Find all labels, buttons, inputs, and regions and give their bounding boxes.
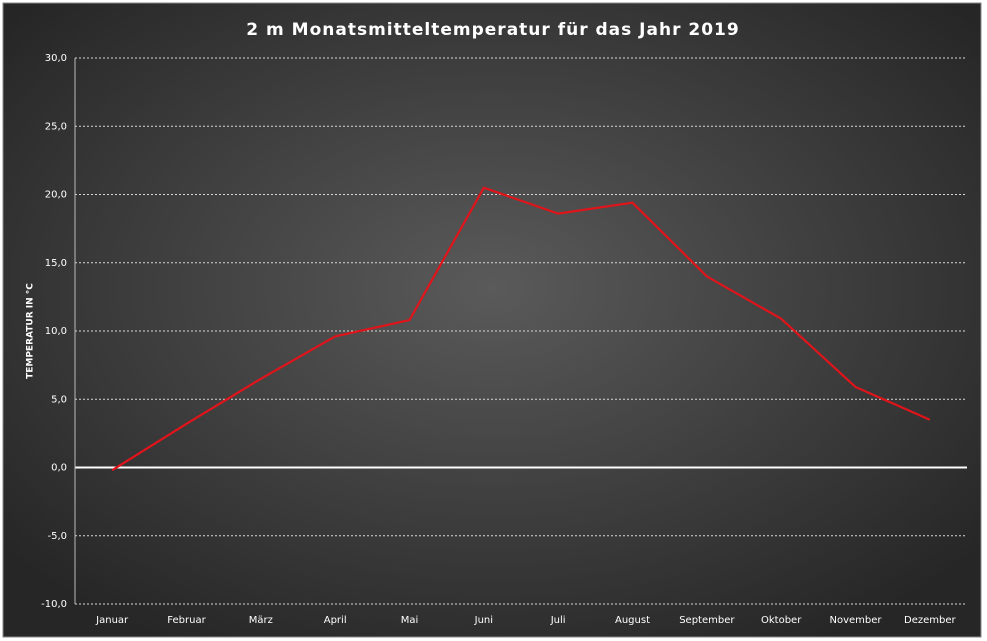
x-tick-label: Oktober	[761, 615, 802, 626]
y-tick-label: 0,0	[51, 463, 67, 474]
x-tick-label: Januar	[95, 615, 129, 626]
y-tick-label: 20,0	[45, 190, 67, 201]
y-tick-label: 5,0	[51, 394, 67, 405]
x-tick-label: März	[249, 615, 273, 626]
y-tick-label: -5,0	[47, 531, 67, 542]
y-tick-label: 15,0	[45, 258, 67, 269]
y-tick-label: 10,0	[45, 326, 67, 337]
chart-title: 2 m Monatsmitteltemperatur für das Jahr …	[246, 20, 739, 40]
x-tick-label: Februar	[167, 615, 206, 626]
x-tick-label: April	[324, 615, 347, 626]
y-tick-label: 30,0	[45, 53, 67, 64]
x-tick-label: August	[615, 615, 650, 626]
x-tick-label: September	[679, 615, 735, 626]
x-tick-label: Dezember	[904, 615, 956, 626]
x-tick-label: Juni	[474, 615, 493, 626]
y-tick-label: 25,0	[45, 121, 67, 132]
x-tick-label: November	[829, 615, 882, 626]
data-line	[111, 186, 931, 472]
x-tick-label: Mai	[401, 615, 419, 626]
x-tick-label: Juli	[550, 615, 566, 626]
y-tick-label: -10,0	[41, 599, 67, 610]
y-axis-label: TEMPERATUR IN °C	[26, 283, 36, 379]
